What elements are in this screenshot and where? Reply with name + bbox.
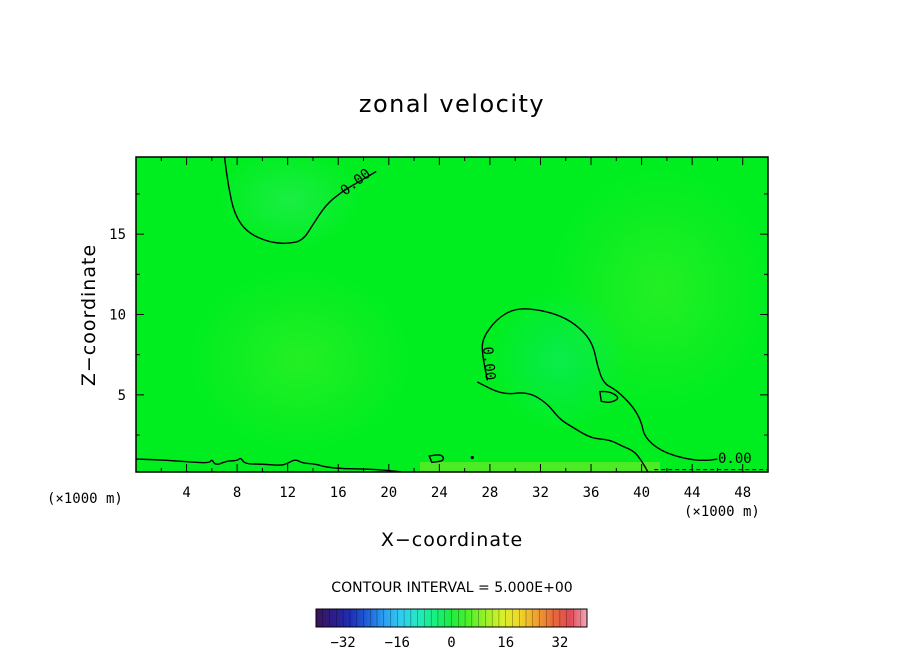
contour-central-plume-inner — [476, 381, 649, 472]
x-axis-title: X−coordinate — [381, 529, 523, 551]
x-tick-label: 24 — [431, 485, 448, 501]
x-tick-label: 8 — [233, 485, 241, 501]
field-patch-plume — [490, 290, 630, 430]
contour-near-surface — [136, 457, 402, 472]
plot-area — [136, 157, 768, 472]
x-tick-label: 16 — [330, 485, 347, 501]
field-patch-upper — [220, 157, 360, 250]
x-tick-label: 12 — [279, 485, 296, 501]
contour-small-closed-right — [599, 390, 619, 403]
x-tick-label: 4 — [182, 485, 190, 501]
colorbar-frame — [315, 608, 588, 628]
x-tick-label: 48 — [734, 485, 751, 501]
contour-dot — [470, 455, 474, 460]
colorbar-stripes — [322, 609, 581, 627]
colorbar-tick-label: 0 — [447, 635, 455, 651]
y-axis: 5 10 15 — [109, 193, 768, 436]
contour-small-closed-left — [428, 454, 445, 464]
x-tick-label: 28 — [481, 485, 498, 501]
contour-label-right: 0.00 — [718, 451, 752, 467]
chart-title: zonal velocity — [359, 90, 545, 118]
x-unit-left: (×1000 m) — [47, 491, 123, 507]
y-tick-label: 5 — [118, 388, 126, 404]
colorbar: −32 −16 0 16 32 — [315, 608, 588, 651]
contour-central-plume — [481, 308, 718, 462]
field-patch-left — [190, 270, 410, 450]
zero-contours — [136, 157, 768, 472]
contour-interval-text: CONTOUR INTERVAL = 5.000E+00 — [331, 580, 572, 596]
colorbar-tick-label: −16 — [385, 635, 410, 651]
colorbar-tick-label: 16 — [497, 635, 514, 651]
contour-upper-left-lobe — [223, 157, 377, 244]
x-tick-label: 20 — [380, 485, 397, 501]
x-tick-label: 36 — [583, 485, 600, 501]
colorbar-tick-label: −32 — [330, 635, 355, 651]
colorbar-tick-label: 32 — [551, 635, 568, 651]
x-tick-label: 40 — [633, 485, 650, 501]
x-tick-label: 32 — [532, 485, 549, 501]
x-unit-right: (×1000 m) — [684, 504, 760, 520]
contour-label-middle: 0.00 — [479, 346, 498, 381]
x-tick-label: 44 — [684, 485, 701, 501]
y-axis-title: Z−coordinate — [78, 244, 100, 386]
y-tick-label: 10 — [109, 308, 126, 324]
x-axis: 4 8 12 16 20 24 28 32 36 40 44 48 — [160, 157, 751, 501]
y-tick-label: 15 — [109, 227, 126, 243]
colorbar-ticks: −32 −16 0 16 32 — [330, 635, 568, 651]
